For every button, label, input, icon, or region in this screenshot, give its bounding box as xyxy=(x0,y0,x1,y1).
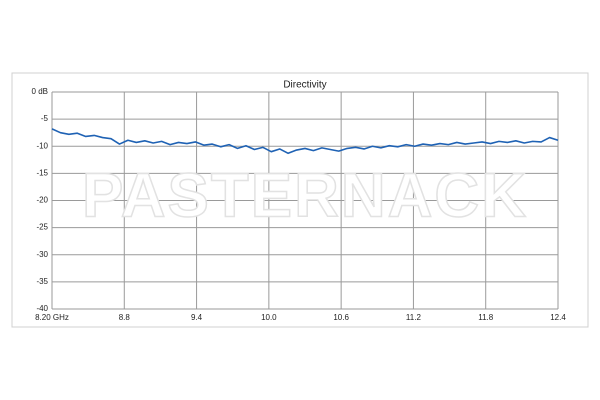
y-tick-label: -30 xyxy=(36,250,48,259)
chart-title: Directivity xyxy=(283,80,326,91)
x-tick-label: 9.4 xyxy=(191,313,203,322)
x-tick-label: 10.6 xyxy=(333,313,349,322)
y-tick-label: -20 xyxy=(36,196,48,205)
y-tick-label: -5 xyxy=(41,114,49,123)
y-tick-label: -40 xyxy=(36,304,48,313)
watermark: PASTERNACK xyxy=(82,161,528,230)
y-tick-label: -15 xyxy=(36,168,48,177)
x-tick-label: 10.0 xyxy=(261,313,277,322)
x-tick-label: 11.8 xyxy=(478,313,494,322)
y-tick-label: -35 xyxy=(36,277,48,286)
x-tick-label: 12.4 xyxy=(550,313,566,322)
x-tick-label: 11.2 xyxy=(406,313,422,322)
y-tick-label: -10 xyxy=(36,141,48,150)
y-tick-label: 0 dB xyxy=(32,87,48,96)
data-line xyxy=(51,128,559,155)
x-tick-label: 8.20 GHz xyxy=(35,313,69,322)
y-tick-label: -25 xyxy=(36,223,48,232)
x-tick-label: 8.8 xyxy=(119,313,131,322)
